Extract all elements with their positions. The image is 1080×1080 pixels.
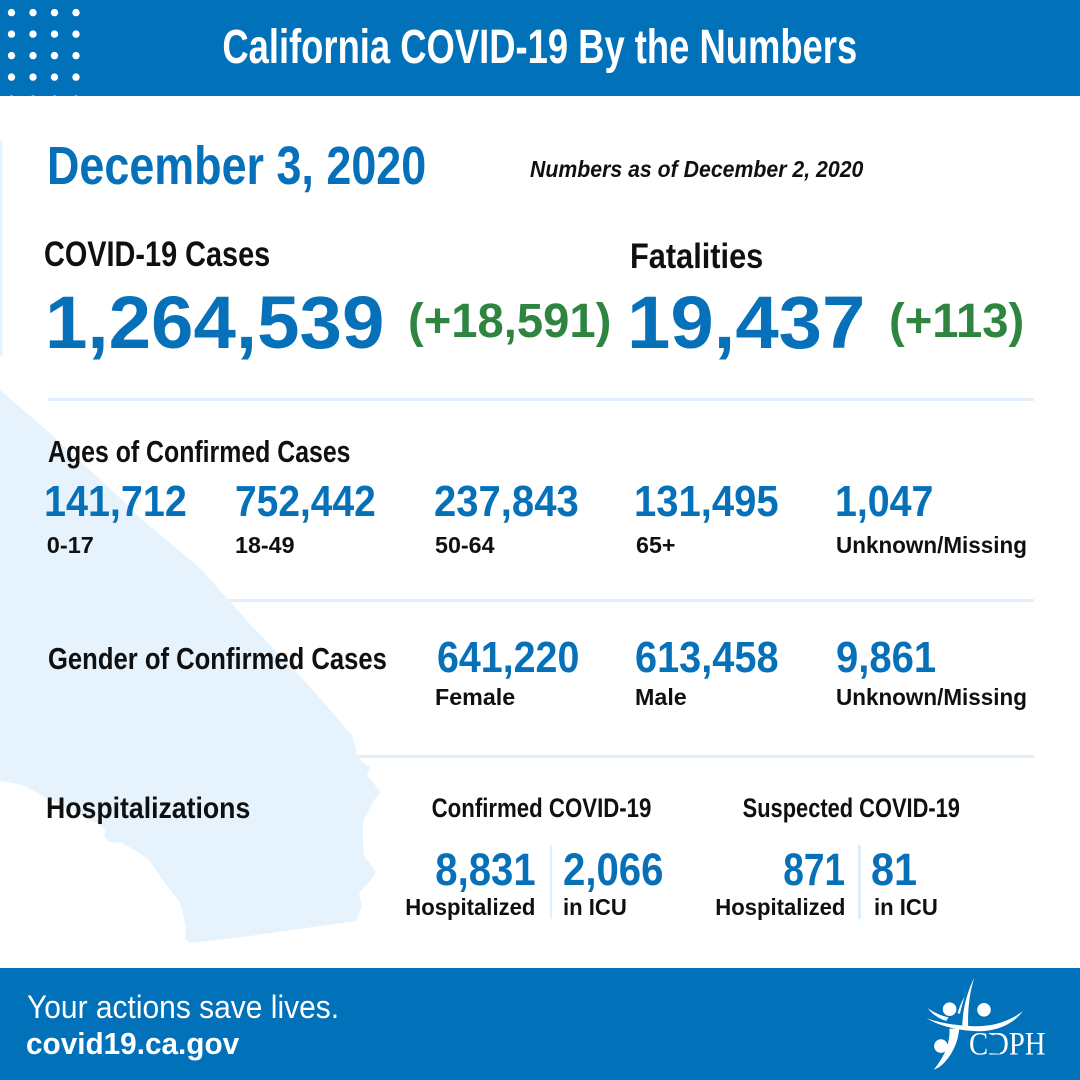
svg-text:CDPH: CDPH xyxy=(969,1024,1046,1061)
